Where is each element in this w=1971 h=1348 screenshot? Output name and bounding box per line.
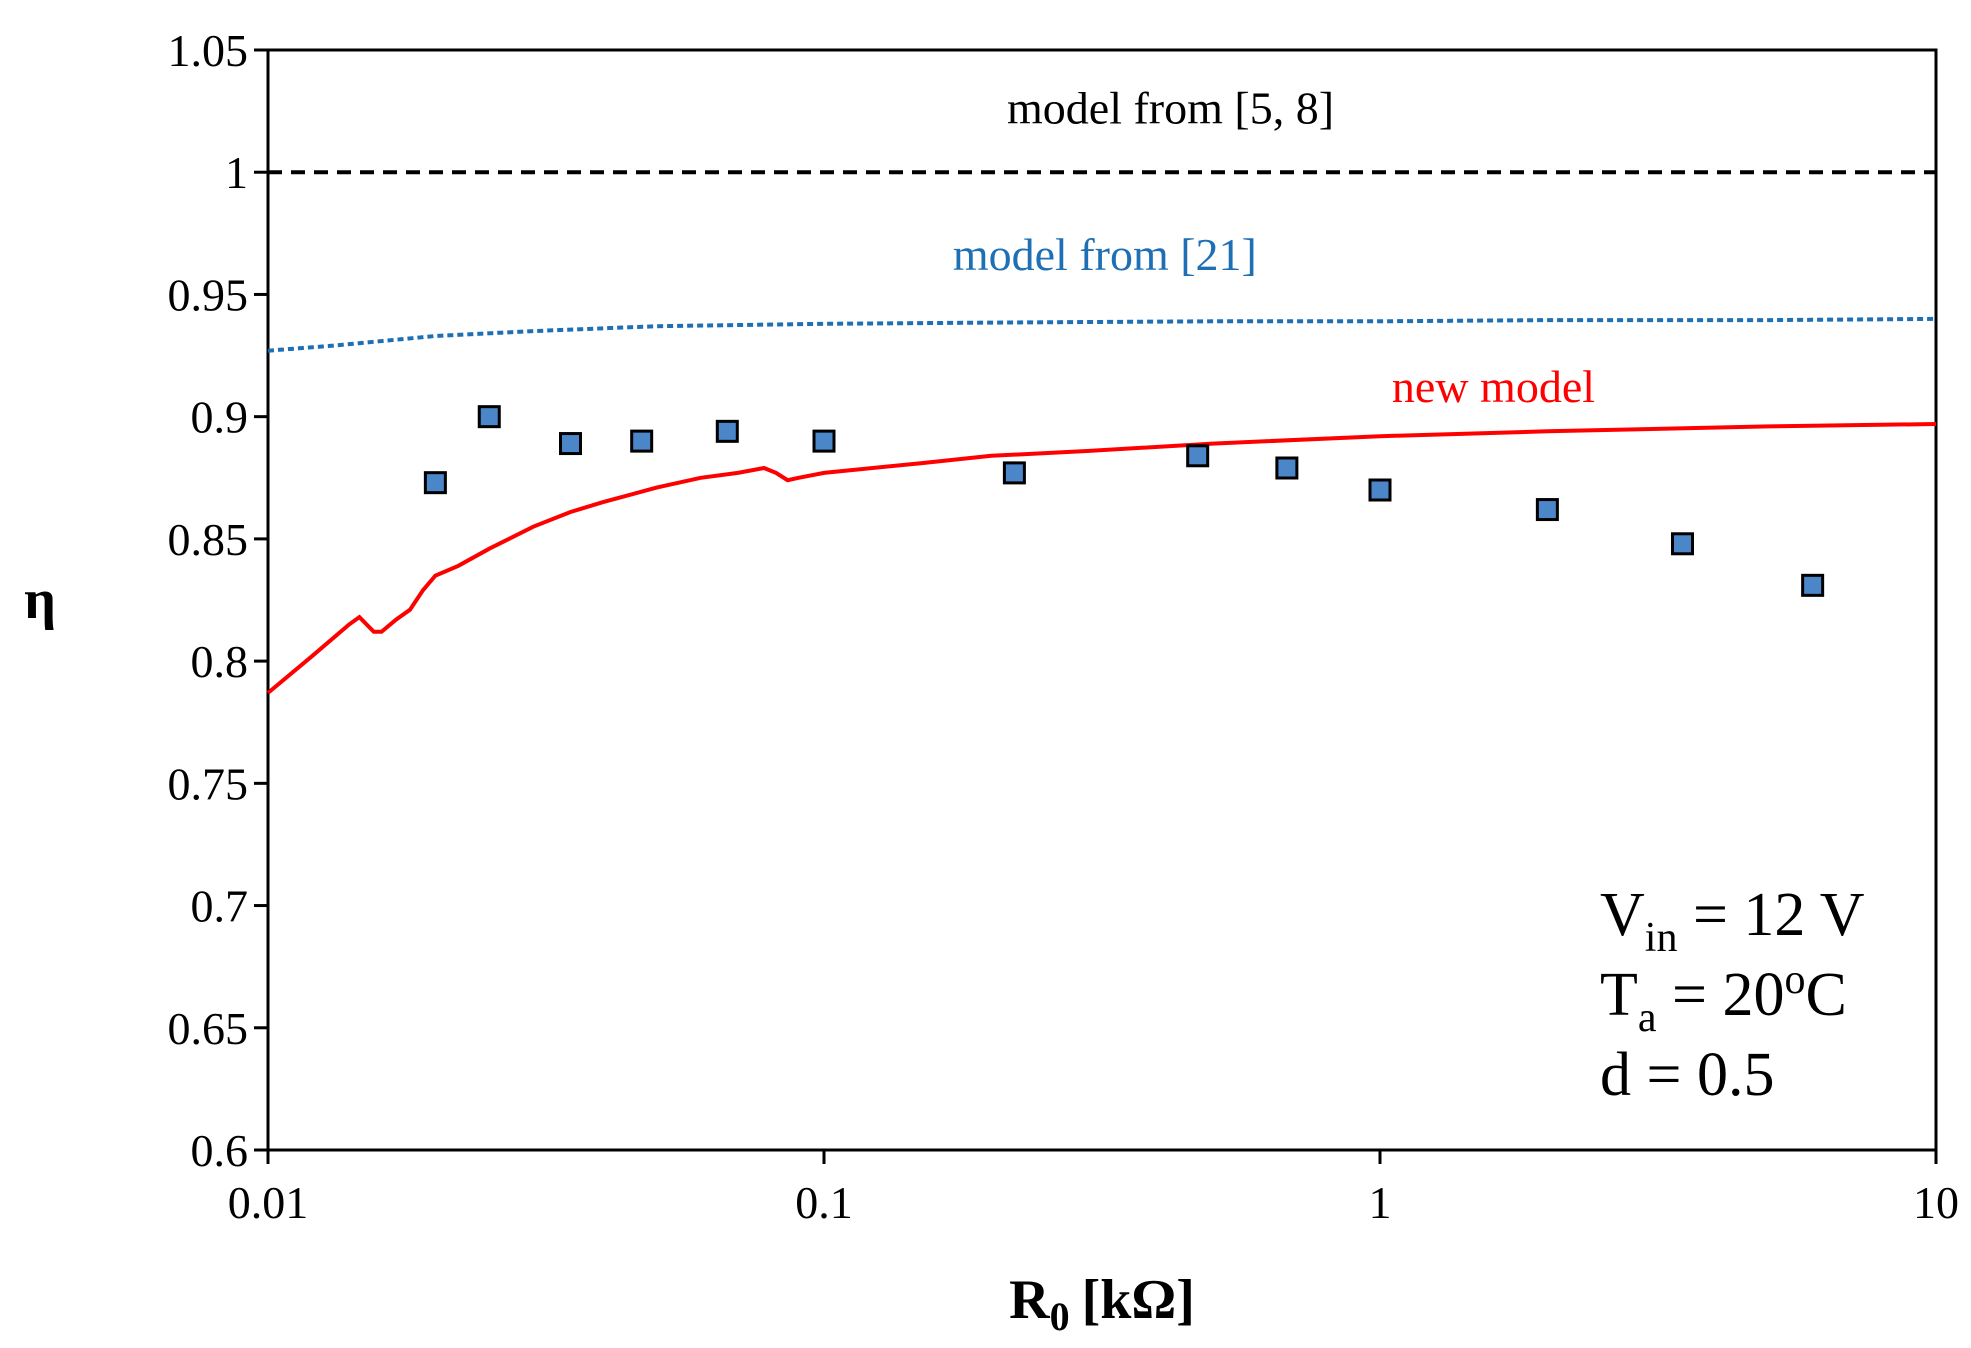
condition-d-main: d = 0.5 [1600, 1041, 1774, 1109]
x-tick-label: 0.01 [228, 1177, 309, 1228]
condition-ta-rest: = 20 [1657, 961, 1785, 1029]
y-tick-label: 0.85 [168, 514, 249, 565]
y-tick-label: 0.65 [168, 1003, 249, 1054]
x-tick-label: 1 [1369, 1177, 1392, 1228]
data-point-7 [1186, 444, 1210, 468]
plot-area [266, 48, 1938, 1152]
y-tick-label: 0.9 [191, 392, 249, 443]
x-tick-label: 10 [1913, 1177, 1959, 1228]
series-annotation-0: model from [5, 8] [1007, 82, 1334, 133]
y-tick-label: 0.6 [191, 1125, 249, 1176]
y-tick-label: 1 [225, 147, 248, 198]
data-point-10 [1535, 498, 1559, 522]
y-tick-label: 0.8 [191, 636, 249, 687]
condition-ta: Ta = 20oC [1600, 957, 1847, 1041]
data-point-4 [715, 419, 739, 443]
series-line-2 [266, 422, 1937, 695]
marker-layer [423, 405, 1825, 597]
series-layer [266, 170, 1937, 695]
y-tick-label: 0.95 [168, 269, 249, 320]
condition-vin-main: V [1600, 881, 1645, 949]
condition-vin-sub: in [1645, 915, 1678, 961]
data-point-1 [477, 405, 501, 429]
series-line-1 [267, 316, 1937, 353]
x-axis-title-unit: [kΩ] [1082, 1269, 1195, 1331]
annotation-layer: model from [5, 8] model from [21] new mode… [953, 82, 1595, 412]
x-axis-title: R0 [kΩ] [1009, 1269, 1195, 1339]
condition-ta-tail: C [1806, 961, 1847, 1029]
y-axis-title: η [24, 569, 56, 631]
data-point-8 [1275, 456, 1299, 480]
condition-ta-sup: o [1785, 957, 1806, 1003]
plot-frame [266, 48, 1938, 1152]
data-point-3 [630, 429, 654, 453]
condition-ta-sub: a [1638, 995, 1657, 1041]
data-point-2 [559, 432, 583, 456]
x-tick-label: 0.1 [795, 1177, 853, 1228]
data-point-12 [1801, 573, 1825, 597]
condition-vin: Vin = 12 V [1600, 881, 1865, 961]
data-point-5 [812, 429, 836, 453]
x-axis-title-sub: 0 [1050, 1294, 1070, 1339]
condition-vin-rest: = 12 V [1677, 881, 1864, 949]
tick-layer: 0.6 0.65 0.7 0.75 0.8 0.85 0.9 0.95 1 1.05 0.01 0.1… [168, 25, 1960, 1228]
series-annotation-2: new model [1392, 361, 1595, 412]
data-point-0 [423, 471, 447, 495]
condition-d: d = 0.5 [1600, 1041, 1774, 1109]
x-axis-title-main: R [1009, 1269, 1050, 1331]
data-point-9 [1368, 478, 1392, 502]
data-point-6 [1002, 461, 1026, 485]
series-annotation-1: model from [21] [953, 229, 1257, 280]
y-tick-label: 0.75 [168, 758, 249, 809]
condition-ta-main: T [1600, 961, 1638, 1029]
conditions-block: Vin = 12 V Ta = 20oC d = 0.5 [1600, 881, 1865, 1109]
y-tick-label: 1.05 [168, 25, 249, 76]
data-point-11 [1671, 532, 1695, 556]
y-tick-label: 0.7 [191, 881, 249, 932]
